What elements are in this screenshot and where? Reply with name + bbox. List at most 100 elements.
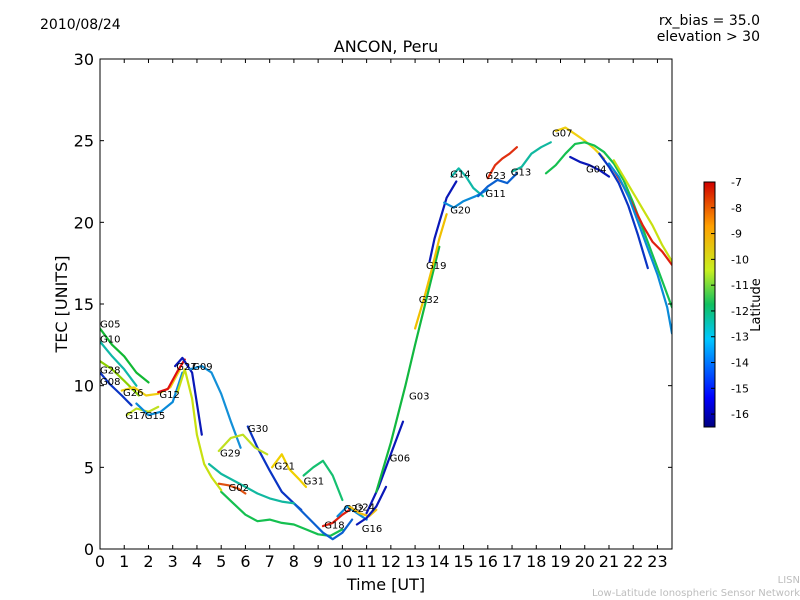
- series-label-g11: G11: [485, 189, 505, 200]
- series-label-g31: G31: [304, 476, 324, 487]
- series-layer: [100, 126, 672, 541]
- series-label-g32: G32: [419, 295, 439, 306]
- series-line-g05: [100, 327, 150, 384]
- series-line-g22: [336, 505, 368, 521]
- colorbar-tick-label: -13: [731, 331, 749, 344]
- y-axis-label: TEC [UNITS]: [52, 256, 71, 354]
- x-tick-label: 5: [216, 552, 226, 571]
- series-label-g29: G29: [220, 449, 240, 460]
- series-line-g09: [188, 365, 242, 449]
- series-line-g32: [414, 213, 448, 330]
- series-line-unlabeled-33: [607, 162, 672, 335]
- elevation-label: elevation > 30: [656, 29, 760, 45]
- series-line-g06: [365, 420, 405, 515]
- series-line-g13: [510, 141, 552, 173]
- series-line-unlabeled-35: [220, 490, 344, 538]
- x-tick-label: 2: [143, 552, 153, 571]
- x-tick-label: 20: [575, 552, 595, 571]
- series-label-g14: G14: [450, 169, 470, 180]
- series-line-g24: [348, 505, 378, 518]
- series-label-g27: G27: [176, 362, 196, 373]
- plot-frame: [99, 58, 673, 550]
- series-line-g12: [157, 358, 186, 394]
- colorbar-tick-label: -9: [731, 228, 742, 241]
- colorbar-label: Latitude: [749, 278, 764, 332]
- series-line-unlabeled-37: [176, 368, 223, 492]
- colorbar: [703, 181, 716, 428]
- series-label-g15: G15: [145, 411, 165, 422]
- x-tick-label: 21: [599, 552, 619, 571]
- colorbar-tick-label: -7: [731, 176, 742, 189]
- series-line-unlabeled-36: [292, 502, 354, 541]
- y-tick-label: 0: [84, 540, 94, 559]
- series-label-g08: G08: [100, 377, 120, 388]
- colorbar-tick-label: -11: [731, 279, 749, 292]
- colorbar-tick-label: -10: [731, 253, 749, 266]
- x-tick-label: 14: [429, 552, 449, 571]
- chart-title: ANCON, Peru: [333, 37, 439, 56]
- series-label-g30: G30: [248, 424, 268, 435]
- series-line-g11: [477, 172, 519, 198]
- y-tick-label: 30: [74, 50, 94, 69]
- series-line-g02: [217, 482, 247, 495]
- rx-bias-label: rx_bias = 35.0: [658, 13, 760, 29]
- series-label-g09: G09: [192, 362, 212, 373]
- x-tick-label: 13: [405, 552, 425, 571]
- series-line-g26: [120, 368, 182, 397]
- series-line-g03: [375, 245, 441, 493]
- x-tick-label: 23: [647, 552, 667, 571]
- series-label-g02: G02: [229, 483, 249, 494]
- y-tick-label: 5: [84, 458, 94, 477]
- x-tick-label: 17: [502, 552, 522, 571]
- x-tick-label: 16: [478, 552, 498, 571]
- x-tick-label: 7: [265, 552, 275, 571]
- series-label-g18: G18: [324, 521, 344, 532]
- series-label-g26: G26: [123, 388, 143, 399]
- x-tick-label: 9: [313, 552, 323, 571]
- x-tick-label: 1: [119, 552, 129, 571]
- series-line-unlabeled-32: [598, 152, 649, 270]
- series-label-g20: G20: [450, 205, 470, 216]
- colorbar-tick-label: -8: [731, 202, 742, 215]
- colorbar-tick-label: -16: [731, 408, 749, 421]
- series-line-unlabeled-30: [544, 141, 672, 309]
- y-axis-ticks: 0 5 10 15 20 25 30: [74, 50, 672, 559]
- date-label: 2010/08/24: [40, 17, 121, 33]
- x-tick-label: 8: [289, 552, 299, 571]
- series-label-g16: G16: [362, 524, 382, 535]
- x-tick-label: 15: [453, 552, 473, 571]
- x-tick-label: 10: [332, 552, 352, 571]
- x-tick-label: 18: [526, 552, 546, 571]
- series-line-unlabeled-38: [208, 463, 295, 505]
- footer-line-2: Low-Latitude Ionospheric Sensor Network: [592, 588, 800, 599]
- series-line-g08: [100, 371, 133, 407]
- series-line-g21: [271, 453, 308, 488]
- series-label-g28: G28: [100, 365, 120, 376]
- x-tick-label: 12: [381, 552, 401, 571]
- series-line-g31: [302, 459, 344, 502]
- series-label-g21: G21: [275, 462, 295, 473]
- series-line-g23: [486, 146, 519, 180]
- series-line-g27: [174, 356, 203, 436]
- series-label-g03: G03: [409, 392, 429, 403]
- colorbar-tick-label: -14: [731, 357, 749, 370]
- colorbar-tick-label: -15: [731, 382, 749, 395]
- series-label-g04: G04: [586, 164, 606, 175]
- series-label-g12: G12: [159, 390, 179, 401]
- series-line-g07: [554, 126, 606, 160]
- footer-line-1: LISN: [777, 575, 800, 586]
- series-line-g29: [217, 433, 269, 456]
- x-tick-label: 11: [356, 552, 376, 571]
- series-label-g24: G24: [355, 503, 375, 514]
- series-line-g18: [321, 507, 354, 528]
- x-tick-label: 6: [240, 552, 250, 571]
- y-tick-label: 10: [74, 377, 94, 396]
- series-label-g17: G17: [125, 411, 145, 422]
- series-line-g04: [569, 155, 611, 178]
- series-label-g23: G23: [485, 171, 505, 182]
- series-line-g16: [355, 485, 388, 526]
- series-label-g10: G10: [100, 334, 120, 345]
- x-axis-ticks: 0 1 2 3 4 5 6 7 8 9 10 11 12 13 14 15 16 17 18 19 20 21 22 23: [95, 59, 668, 571]
